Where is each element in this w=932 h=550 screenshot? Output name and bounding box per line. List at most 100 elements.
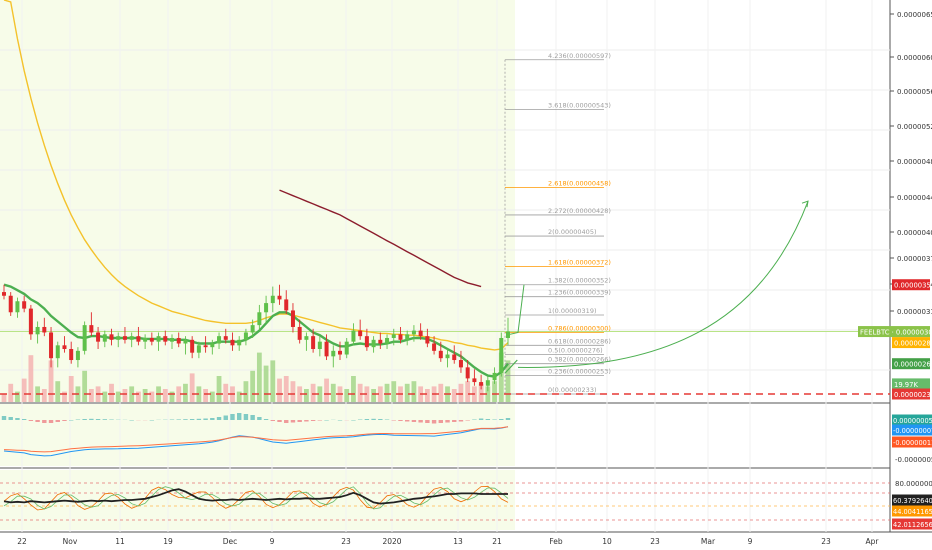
candle-body[interactable]	[28, 308, 33, 335]
volume-bar	[283, 376, 289, 402]
candle-body[interactable]	[143, 337, 148, 342]
candle-body[interactable]	[250, 325, 255, 333]
candle-body[interactable]	[22, 301, 27, 309]
candle-body[interactable]	[398, 334, 403, 340]
short-arrow[interactable]	[509, 284, 525, 335]
price-tick-label: 0.00000560	[897, 88, 932, 96]
stoch-badge-label: 60.37926405	[893, 497, 932, 505]
candle-body[interactable]	[62, 345, 67, 350]
candle-body[interactable]	[506, 331, 510, 338]
volume-bar	[377, 386, 383, 402]
candle-body[interactable]	[479, 382, 484, 386]
candle-body[interactable]	[485, 380, 490, 386]
candle-body[interactable]	[378, 339, 383, 344]
price-badge	[892, 378, 930, 390]
volume-bar	[317, 386, 323, 402]
candle-body[interactable]	[277, 295, 282, 300]
candle-body[interactable]	[311, 336, 316, 350]
volume-bar	[243, 381, 249, 402]
candle-body[interactable]	[2, 292, 6, 296]
candle-body[interactable]	[324, 341, 329, 357]
candle-body[interactable]	[351, 330, 356, 342]
volume-bar	[88, 389, 94, 402]
macd-histogram-bar	[102, 419, 107, 420]
candle-body[interactable]	[317, 341, 322, 350]
candle-body[interactable]	[35, 326, 40, 335]
candle-body[interactable]	[264, 303, 269, 313]
time-tick-label: 23	[821, 537, 831, 546]
candle-body[interactable]	[284, 299, 289, 311]
candle-body[interactable]	[82, 325, 87, 351]
candle-body[interactable]	[210, 343, 215, 348]
candle-body[interactable]	[405, 334, 410, 340]
candle-body[interactable]	[223, 336, 228, 340]
candle-body[interactable]	[75, 350, 80, 361]
candle-body[interactable]	[445, 354, 450, 359]
volume-bar	[142, 389, 148, 402]
candle-body[interactable]	[338, 350, 342, 355]
candle-body[interactable]	[499, 337, 504, 373]
candle-body[interactable]	[297, 326, 302, 340]
macd-histogram-bar	[176, 419, 181, 420]
candle-body[interactable]	[156, 336, 161, 342]
candle-body[interactable]	[331, 350, 336, 357]
candle-body[interactable]	[136, 336, 141, 342]
candle-body[interactable]	[42, 326, 47, 333]
candle-body[interactable]	[190, 339, 195, 353]
candle-body[interactable]	[69, 349, 74, 361]
candle-body[interactable]	[243, 332, 248, 340]
candle-body[interactable]	[364, 336, 369, 348]
candle-body[interactable]	[149, 337, 154, 342]
candle-body[interactable]	[257, 312, 262, 326]
candle-body[interactable]	[270, 295, 275, 304]
candle-body[interactable]	[358, 330, 363, 337]
candle-body[interactable]	[96, 332, 101, 342]
candle-body[interactable]	[109, 334, 114, 340]
projection-arrows[interactable]	[504, 200, 809, 374]
horizontal-lines[interactable]	[0, 331, 890, 395]
time-tick-label: Feb	[549, 537, 563, 546]
candle-body[interactable]	[116, 336, 121, 340]
fib-level-label: 1.236(0.00000339)	[548, 289, 611, 297]
candle-body[interactable]	[425, 336, 430, 344]
candle-body[interactable]	[465, 367, 470, 379]
candles[interactable]	[2, 284, 510, 392]
candle-body[interactable]	[129, 336, 134, 340]
candle-body[interactable]	[196, 345, 201, 353]
candle-body[interactable]	[163, 336, 168, 342]
candle-body[interactable]	[8, 295, 13, 313]
macd-histogram-bar	[391, 420, 396, 421]
candle-body[interactable]	[391, 334, 396, 338]
candle-body[interactable]	[472, 378, 477, 383]
candle-body[interactable]	[438, 350, 443, 359]
candle-body[interactable]	[203, 345, 208, 348]
projection-curve[interactable]	[517, 200, 809, 368]
candle-body[interactable]	[15, 301, 20, 313]
candle-body[interactable]	[217, 336, 222, 344]
candle-body[interactable]	[344, 341, 349, 355]
candle-body[interactable]	[89, 325, 94, 333]
candle-body[interactable]	[49, 332, 54, 359]
candle-body[interactable]	[452, 354, 457, 361]
candle-body[interactable]	[170, 337, 174, 342]
candle-body[interactable]	[230, 339, 235, 346]
candle-body[interactable]	[371, 339, 376, 348]
candle-body[interactable]	[458, 360, 463, 368]
time-tick-label: 2020	[382, 537, 401, 546]
candle-body[interactable]	[492, 372, 497, 381]
candle-body[interactable]	[385, 337, 390, 344]
fibonacci-extension[interactable]: 4.236(0.00000597) 3.618(0.00000543) 2.618(…	[504, 52, 611, 395]
candle-body[interactable]	[183, 339, 188, 344]
candle-body[interactable]	[411, 330, 416, 335]
candle-body[interactable]	[290, 310, 295, 327]
candle-body[interactable]	[122, 336, 127, 340]
candle-body[interactable]	[102, 334, 107, 342]
candle-body[interactable]	[418, 330, 423, 337]
candle-body[interactable]	[237, 339, 242, 346]
candle-body[interactable]	[55, 345, 60, 359]
candle-body[interactable]	[304, 336, 309, 340]
candle-body[interactable]	[176, 337, 181, 344]
candle-body[interactable]	[432, 343, 437, 351]
stoch-badge-label: 44.00411652	[893, 508, 932, 516]
